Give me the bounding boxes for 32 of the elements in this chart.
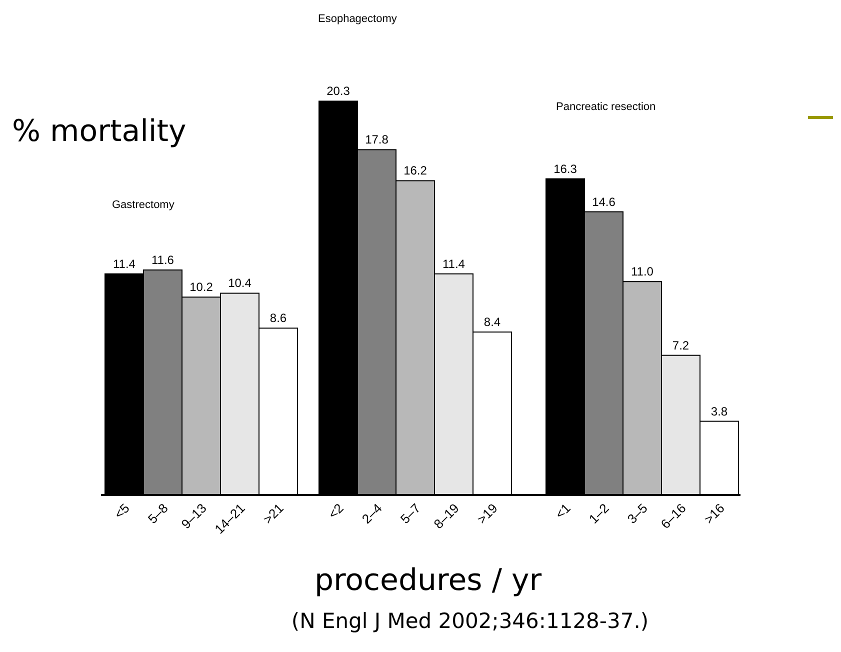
x-tick-label: 2–4 xyxy=(358,500,385,526)
data-label: 10.4 xyxy=(228,276,252,290)
x-tick-label: >16 xyxy=(701,500,728,527)
x-tick-label: <2 xyxy=(325,500,346,522)
x-tick-label: >19 xyxy=(474,500,500,527)
x-tick-label: 5–7 xyxy=(397,500,424,526)
data-label: 3.8 xyxy=(710,404,728,418)
data-label: 11.4 xyxy=(113,256,136,271)
text: (N Engl J Med 2002;346:1128-37.) xyxy=(291,609,649,633)
x-tick-label: <5 xyxy=(111,500,132,522)
y-axis-title: % mortality xyxy=(12,114,186,149)
x-axis-title: procedures / yr xyxy=(314,563,542,598)
data-label: 16.2 xyxy=(404,164,428,178)
chart-title: Pancreatic resection xyxy=(556,101,656,113)
x-tick-label: 5–8 xyxy=(144,500,171,526)
data-label: 11.6 xyxy=(152,252,174,267)
data-label: 20.3 xyxy=(326,84,350,98)
data-label: 11.4 xyxy=(442,256,466,271)
x-tick-label: 3–5 xyxy=(624,500,650,526)
data-label: 17.8 xyxy=(365,132,389,147)
chart-title: Esophagectomy xyxy=(318,13,398,25)
data-label: 8.6 xyxy=(270,311,287,326)
x-tick-label: 1–2 xyxy=(586,500,612,526)
data-label: 11.0 xyxy=(631,264,654,279)
x-tick-label: <1 xyxy=(552,500,574,522)
data-label: 10.2 xyxy=(190,280,214,294)
x-tick-label: >21 xyxy=(260,500,286,527)
data-label: 16.3 xyxy=(554,162,578,176)
chart-title: Gastrectomy xyxy=(112,199,175,211)
data-label: 8.4 xyxy=(484,315,501,330)
data-label: 7.2 xyxy=(672,338,690,352)
data-label: 14.6 xyxy=(592,194,616,209)
